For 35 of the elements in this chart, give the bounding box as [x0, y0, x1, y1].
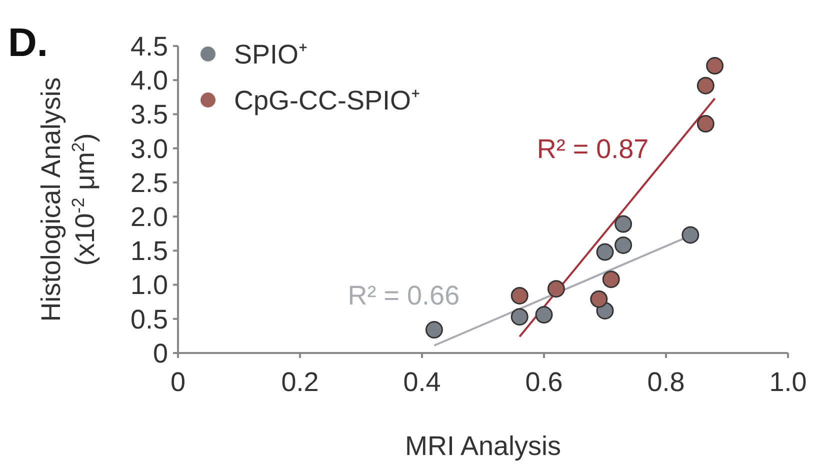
point	[706, 57, 724, 75]
annotation: R² = 0.66	[348, 280, 460, 310]
chart-title: D.	[8, 21, 48, 65]
point	[425, 321, 443, 339]
point	[682, 226, 700, 244]
point	[535, 306, 553, 324]
point	[602, 270, 620, 288]
y-tick-label: 0	[152, 338, 168, 368]
legend-label: SPIO⁺	[234, 39, 308, 70]
point	[596, 243, 614, 261]
y-tick-label: 3.5	[130, 100, 168, 130]
point	[614, 236, 632, 254]
point	[614, 215, 632, 233]
point	[696, 115, 714, 133]
y-tick-label: 4.0	[130, 66, 168, 96]
y-tick-label: 3.0	[130, 134, 168, 164]
point	[696, 76, 714, 94]
x-tick-label: 0.4	[403, 367, 441, 397]
point	[547, 280, 565, 298]
x-tick-label: 1.0	[769, 367, 807, 397]
point	[590, 290, 608, 308]
y-tick-label: 2.5	[130, 168, 168, 198]
annotation: R² = 0.87	[536, 134, 649, 164]
x-axis-title: MRI Analysis	[404, 431, 562, 461]
legend-label: CpG-CC-SPIO⁺	[234, 85, 420, 116]
y-tick-label: 1.5	[130, 236, 168, 266]
x-tick-label: 0.6	[525, 367, 563, 397]
y-tick-label: 0.5	[130, 304, 168, 334]
x-tick-label: 0.2	[281, 367, 319, 397]
y-tick-label: 4.5	[130, 31, 168, 62]
point	[510, 308, 528, 326]
point	[510, 286, 528, 304]
y-tick-label: 2.0	[130, 202, 168, 232]
y-tick-label: 1.0	[130, 270, 168, 300]
x-tick-label: 0.8	[647, 367, 685, 397]
